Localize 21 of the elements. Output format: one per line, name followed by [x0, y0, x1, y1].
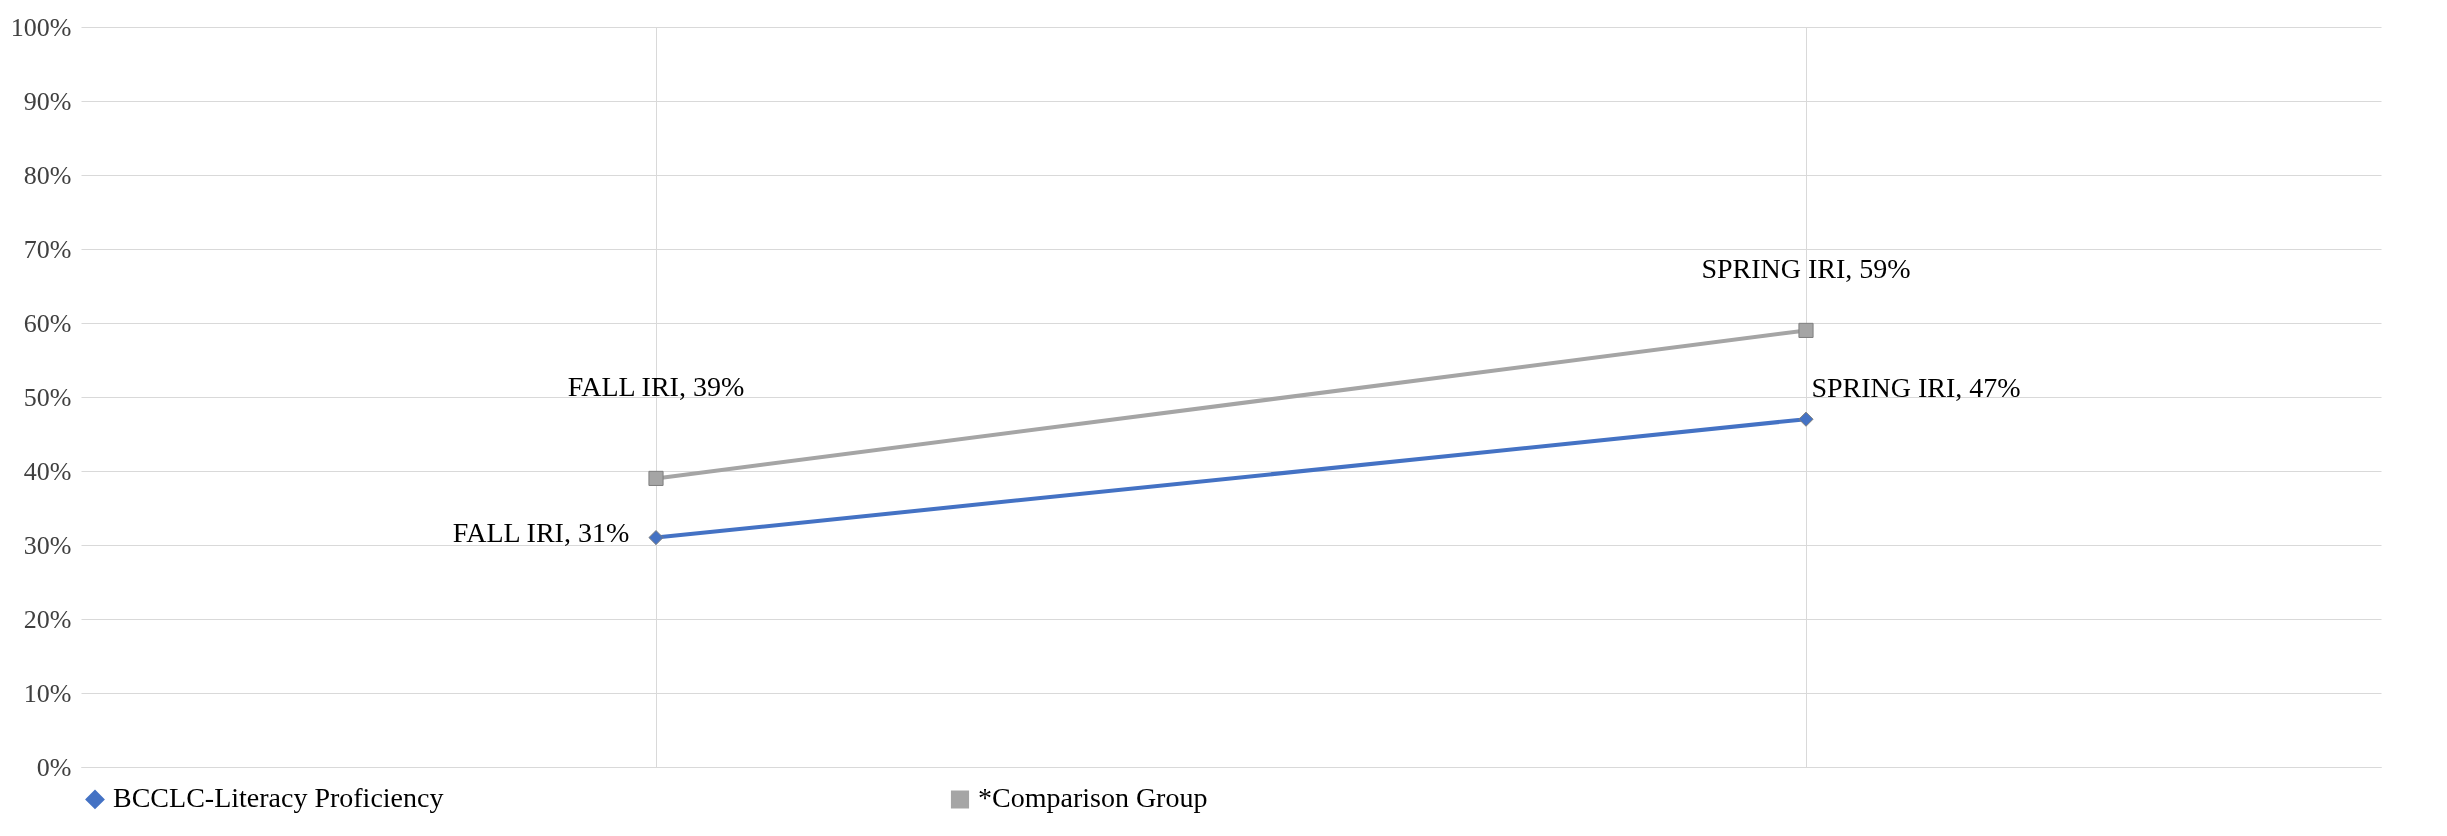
y-tick-label: 0% — [36, 752, 72, 782]
point — [648, 530, 664, 546]
y-tick-label: 80% — [23, 160, 72, 190]
y-tick-label: 70% — [23, 234, 72, 264]
legend-label: *Comparison Group — [978, 782, 1208, 814]
y-tick-label: 10% — [23, 678, 72, 708]
y-tick-label: 40% — [23, 456, 72, 486]
point — [1798, 322, 1814, 338]
point — [1798, 411, 1814, 427]
data-label: SPRING IRI, 47% — [1811, 372, 2021, 404]
y-tick-label: 60% — [23, 308, 72, 338]
data-label: FALL IRI, 39% — [567, 371, 745, 403]
data-label: FALL IRI, 31% — [452, 516, 630, 548]
y-tick-label: 30% — [23, 530, 72, 560]
y-tick-label: 100% — [10, 12, 72, 42]
y-tick-label: 50% — [23, 382, 72, 412]
legend-label: BCCLC-Literacy Proficiency — [113, 782, 444, 814]
y-tick-label: 20% — [23, 604, 72, 634]
point — [648, 470, 664, 486]
data-label: SPRING IRI, 59% — [1701, 253, 1911, 285]
y-tick-label: 90% — [23, 86, 72, 116]
